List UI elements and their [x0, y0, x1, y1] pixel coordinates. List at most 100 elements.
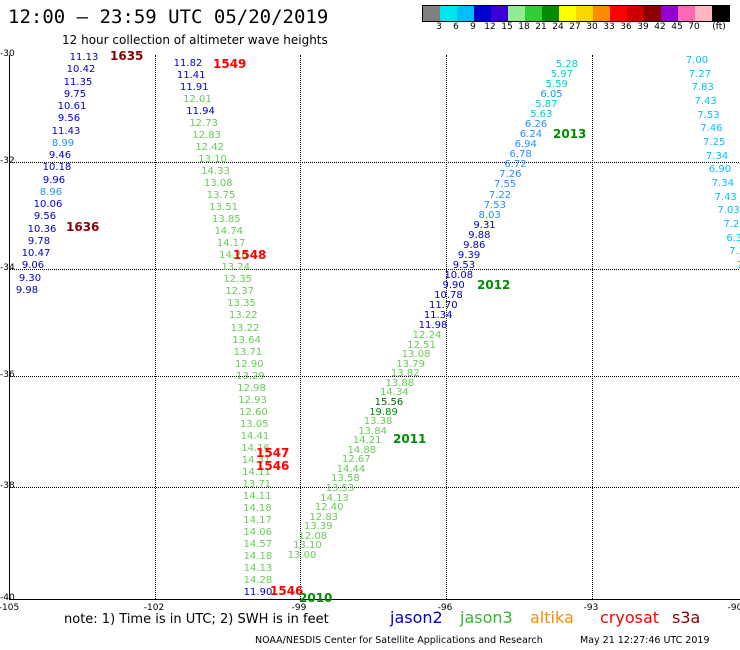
scale-label: 21 [535, 22, 547, 32]
wave-height-color-scale [422, 5, 730, 22]
wave-height-value: 14.88 [347, 444, 377, 456]
wave-height-value: 7.55 [494, 179, 517, 191]
pass-number-label: 1636 [66, 220, 100, 234]
wave-height-value: 6.05 [540, 89, 563, 101]
scale-label: 9 [470, 22, 476, 32]
scale-label: 36 [620, 22, 632, 32]
scale-swatch [559, 6, 576, 21]
wave-height-value: 11.35 [63, 76, 93, 88]
wave-height-value: 14.28 [243, 574, 273, 586]
wave-height-value: 5.97 [550, 69, 573, 81]
wave-height-value: 7.53 [697, 109, 720, 121]
wave-height-value: 5.87 [535, 99, 558, 111]
wave-height-value: 9.90 [442, 279, 465, 291]
pass-number-label: 2013 [553, 127, 587, 141]
wave-height-value: 6.24 [519, 129, 543, 141]
wave-height-value: 6.78 [509, 149, 532, 161]
wave-height-value: 7.25 [703, 137, 726, 148]
wave-height-value: 13.24 [221, 262, 250, 274]
wave-height-value: 10.61 [57, 101, 87, 113]
wave-height-value: 5.59 [545, 79, 568, 91]
wave-height-value: 13.35 [227, 298, 256, 310]
wave-height-value: 11.91 [179, 82, 209, 94]
wave-height-value: 6.90 [708, 164, 732, 176]
satellite-legend-item: s3a [672, 608, 701, 627]
scale-swatch [440, 6, 457, 21]
wave-height-value: 15.56 [374, 396, 404, 408]
wave-height-value: 12.24 [412, 330, 442, 341]
scale-swatch [661, 6, 678, 21]
wave-height-value: 7.46 [700, 123, 723, 135]
wave-height-value: 9.06 [21, 260, 45, 272]
wave-height-value: 12.73 [189, 118, 218, 130]
wave-height-value: 14.44 [336, 463, 366, 475]
wave-height-value: 13.08 [401, 349, 431, 361]
wave-height-value: 7.00 [685, 55, 709, 66]
wave-height-value: 7.2 [723, 219, 740, 230]
wave-height-value: 9.56 [33, 211, 57, 223]
wave-height-value: 13.39 [303, 521, 333, 533]
wave-height-value: 11.82 [173, 58, 203, 69]
wave-height-value: 13.88 [385, 377, 415, 389]
wave-height-value: 14.34 [380, 387, 409, 399]
wave-height-value: 12.51 [407, 339, 436, 351]
scale-label: 18 [518, 22, 530, 32]
wave-height-value: 9.96 [42, 174, 66, 186]
wave-height-value: 11.34 [423, 309, 453, 321]
wave-height-value: 12.37 [225, 286, 255, 298]
wave-height-value: 13.64 [232, 334, 261, 346]
wave-height-value: 9.86 [463, 239, 486, 251]
scale-swatch [542, 6, 559, 21]
wave-height-value: 14.21 [352, 435, 382, 447]
wave-height-value: 12.98 [237, 382, 266, 394]
page-subtitle: 12 hour collection of altimeter wave hei… [62, 33, 328, 47]
wave-height-value: 12.83 [192, 130, 221, 142]
page-title: 12:00 — 23:59 UTC 05/20/2019 [8, 6, 329, 28]
wave-height-value: 11.98 [418, 320, 448, 331]
wave-height-value: 13.22 [229, 310, 258, 322]
wave-height-value: 19.89 [369, 406, 398, 418]
satellite-legend-item: altika [530, 608, 574, 627]
wave-height-value: 7 [737, 260, 740, 271]
scale-label: 33 [603, 22, 615, 32]
wave-height-value: 14.17 [216, 238, 246, 250]
wave-height-value: 6.26 [524, 119, 548, 131]
wave-height-value: 14.74 [214, 226, 244, 238]
wave-height-value: 12.42 [195, 142, 224, 154]
scale-label: 24 [552, 22, 564, 32]
scale-label: 39 [637, 22, 649, 32]
scale-label: 12 [484, 22, 496, 32]
y-axis-label: -38 [0, 481, 15, 491]
satellite-legend-item: jason2 [390, 608, 443, 627]
wave-height-value: 11.70 [428, 299, 458, 311]
wave-height-value: 11.41 [176, 70, 206, 82]
pass-number-label: 2012 [477, 278, 511, 292]
wave-height-value: 13.84 [358, 425, 387, 437]
scale-label: 15 [501, 22, 513, 32]
scale-label: 6 [453, 22, 459, 32]
wave-height-value: 13.10 [198, 154, 227, 166]
scale-label: 42 [654, 22, 666, 32]
wave-height-value: 13.85 [211, 214, 241, 226]
grid-line-vertical [155, 55, 156, 599]
wave-height-value: 11.90 [243, 587, 273, 598]
wave-height-value: 13.08 [203, 178, 233, 190]
wave-height-value: 10.78 [434, 289, 463, 301]
wave-height-value: 14.06 [243, 526, 273, 538]
wave-height-value: 13.82 [390, 368, 420, 380]
wave-height-value: 12.60 [239, 406, 268, 418]
generated-timestamp: May 21 12:27:46 UTC 2019 [580, 635, 710, 646]
scale-swatch [644, 6, 661, 21]
wave-height-value: 14.13 [243, 562, 273, 574]
wave-height-value: 14.11 [242, 466, 271, 478]
scale-label: 45 [671, 22, 683, 32]
wave-height-value: 9.39 [457, 249, 481, 261]
wave-height-value: 9.53 [452, 259, 476, 271]
wave-height-value: 7.43 [694, 96, 717, 107]
wave-height-value: 13.75 [206, 190, 236, 202]
wave-height-value: 13.05 [239, 418, 269, 430]
wave-height-value: 13.79 [396, 358, 426, 370]
scale-swatch [576, 6, 593, 21]
wave-height-value: 12.01 [183, 94, 212, 106]
pass-number-label: 1546 [256, 459, 290, 473]
